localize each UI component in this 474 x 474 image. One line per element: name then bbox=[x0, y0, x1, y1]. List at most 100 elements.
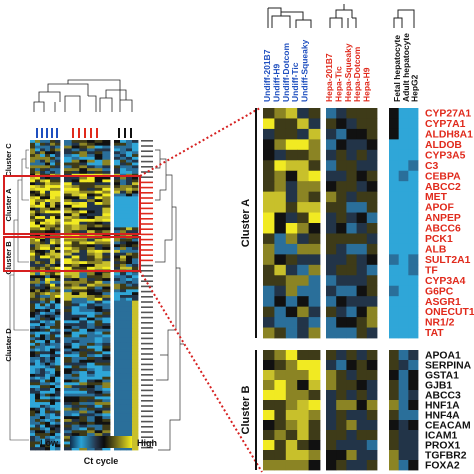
legend-high-label: High bbox=[137, 438, 157, 448]
heatmap-cell bbox=[336, 317, 347, 328]
heatmap-cell bbox=[79, 148, 88, 152]
heatmap-cell bbox=[50, 140, 56, 144]
heatmap-cell bbox=[336, 440, 347, 451]
heatmap-cell bbox=[30, 393, 36, 397]
heatmap-cell bbox=[356, 306, 368, 318]
heatmap-cell bbox=[87, 190, 96, 194]
heatmap-cell bbox=[64, 393, 73, 397]
heatmap-cell bbox=[35, 238, 41, 242]
heatmap-cell bbox=[398, 440, 409, 451]
heatmap-cell bbox=[132, 179, 139, 183]
heatmap-cell bbox=[94, 165, 103, 169]
heatmap-cell bbox=[35, 419, 41, 423]
heatmap-cell bbox=[308, 264, 321, 276]
heatmap-cell bbox=[126, 348, 133, 352]
heatmap-cell bbox=[114, 230, 121, 234]
heatmap-cell bbox=[114, 407, 121, 411]
gene-label: CYP3A5 bbox=[425, 150, 466, 161]
heatmap-cell bbox=[120, 218, 127, 223]
heatmap-cell bbox=[114, 303, 121, 307]
heatmap-cell bbox=[30, 337, 36, 341]
heatmap-cell bbox=[64, 179, 73, 183]
heatmap-cell bbox=[71, 337, 80, 341]
heatmap-cell bbox=[94, 210, 103, 214]
heatmap-cell bbox=[94, 326, 103, 330]
column-label: Hepa-201B7 bbox=[324, 53, 334, 102]
heatmap-cell bbox=[79, 213, 88, 217]
heatmap-cell bbox=[102, 306, 111, 310]
row-label-mark bbox=[141, 410, 153, 412]
heatmap-cell bbox=[35, 187, 41, 192]
heatmap-cell bbox=[308, 275, 321, 287]
heatmap-cell bbox=[132, 249, 139, 254]
heatmap-cell bbox=[132, 430, 139, 434]
heatmap-cell bbox=[346, 139, 357, 151]
heatmap-cell bbox=[126, 447, 133, 451]
heatmap-cell bbox=[35, 190, 41, 194]
heatmap-cell bbox=[45, 221, 51, 225]
heatmap-cell bbox=[408, 296, 419, 308]
heatmap-cell bbox=[120, 314, 127, 318]
heatmap-cell bbox=[64, 210, 73, 214]
heatmap-cell bbox=[64, 283, 73, 287]
heatmap-cell bbox=[55, 447, 61, 451]
heatmap-cell bbox=[79, 182, 88, 186]
heatmap-cell bbox=[35, 148, 41, 152]
heatmap-cell bbox=[336, 275, 347, 287]
heatmap-cell bbox=[356, 212, 368, 224]
heatmap-cell bbox=[102, 295, 111, 299]
heatmap-cell bbox=[87, 238, 96, 242]
heatmap-cell bbox=[50, 303, 56, 307]
row-label-mark bbox=[141, 270, 153, 272]
heatmap-cell bbox=[297, 350, 309, 361]
heatmap-cell bbox=[50, 182, 56, 186]
heatmap-cell bbox=[132, 396, 139, 400]
heatmap-cell bbox=[263, 350, 275, 361]
heatmap-cell bbox=[366, 370, 378, 381]
heatmap-cell bbox=[308, 149, 321, 161]
heatmap-cell bbox=[126, 328, 133, 333]
heatmap-cell bbox=[87, 156, 96, 161]
heatmap-cell bbox=[79, 424, 88, 428]
heatmap-cell bbox=[45, 340, 51, 344]
heatmap-cell bbox=[120, 385, 127, 389]
heatmap-cell bbox=[285, 233, 298, 245]
heatmap-cell bbox=[120, 227, 127, 231]
heatmap-cell bbox=[30, 142, 36, 147]
heatmap-cell bbox=[120, 252, 127, 256]
heatmap-cell bbox=[55, 340, 61, 344]
row-label-mark bbox=[141, 389, 153, 392]
heatmap-cell bbox=[102, 328, 111, 333]
heatmap-cell bbox=[263, 390, 275, 401]
heatmap-cell bbox=[45, 213, 51, 217]
heatmap-cell bbox=[45, 179, 51, 183]
heatmap-cell bbox=[132, 272, 139, 276]
heatmap-cell bbox=[30, 357, 36, 361]
heatmap-cell bbox=[389, 285, 400, 297]
row-label-mark bbox=[141, 374, 153, 376]
heatmap-cell bbox=[87, 224, 96, 228]
heatmap-cell bbox=[87, 424, 96, 428]
heatmap-cell bbox=[87, 419, 96, 423]
heatmap-cell bbox=[114, 297, 121, 302]
row-label-mark bbox=[141, 394, 153, 397]
heatmap-cell bbox=[55, 373, 61, 378]
heatmap-cell bbox=[55, 326, 61, 330]
heatmap-cell bbox=[64, 278, 73, 282]
heatmap-cell bbox=[35, 297, 41, 302]
heatmap-cell bbox=[102, 247, 111, 251]
heatmap-cell bbox=[102, 303, 111, 307]
heatmap-cell bbox=[398, 285, 409, 297]
heatmap-cell bbox=[356, 440, 368, 451]
heatmap-cell bbox=[132, 165, 139, 169]
heatmap-cell bbox=[55, 410, 61, 414]
heatmap-cell bbox=[30, 292, 36, 296]
heatmap-cell bbox=[132, 320, 139, 324]
heatmap-cell bbox=[40, 399, 46, 403]
heatmap-cell bbox=[40, 320, 46, 324]
row-label-mark bbox=[141, 228, 153, 230]
heatmap-cell bbox=[114, 210, 121, 214]
heatmap-cell bbox=[64, 151, 73, 155]
heatmap-cell bbox=[120, 145, 127, 149]
heatmap-cell bbox=[126, 202, 133, 206]
